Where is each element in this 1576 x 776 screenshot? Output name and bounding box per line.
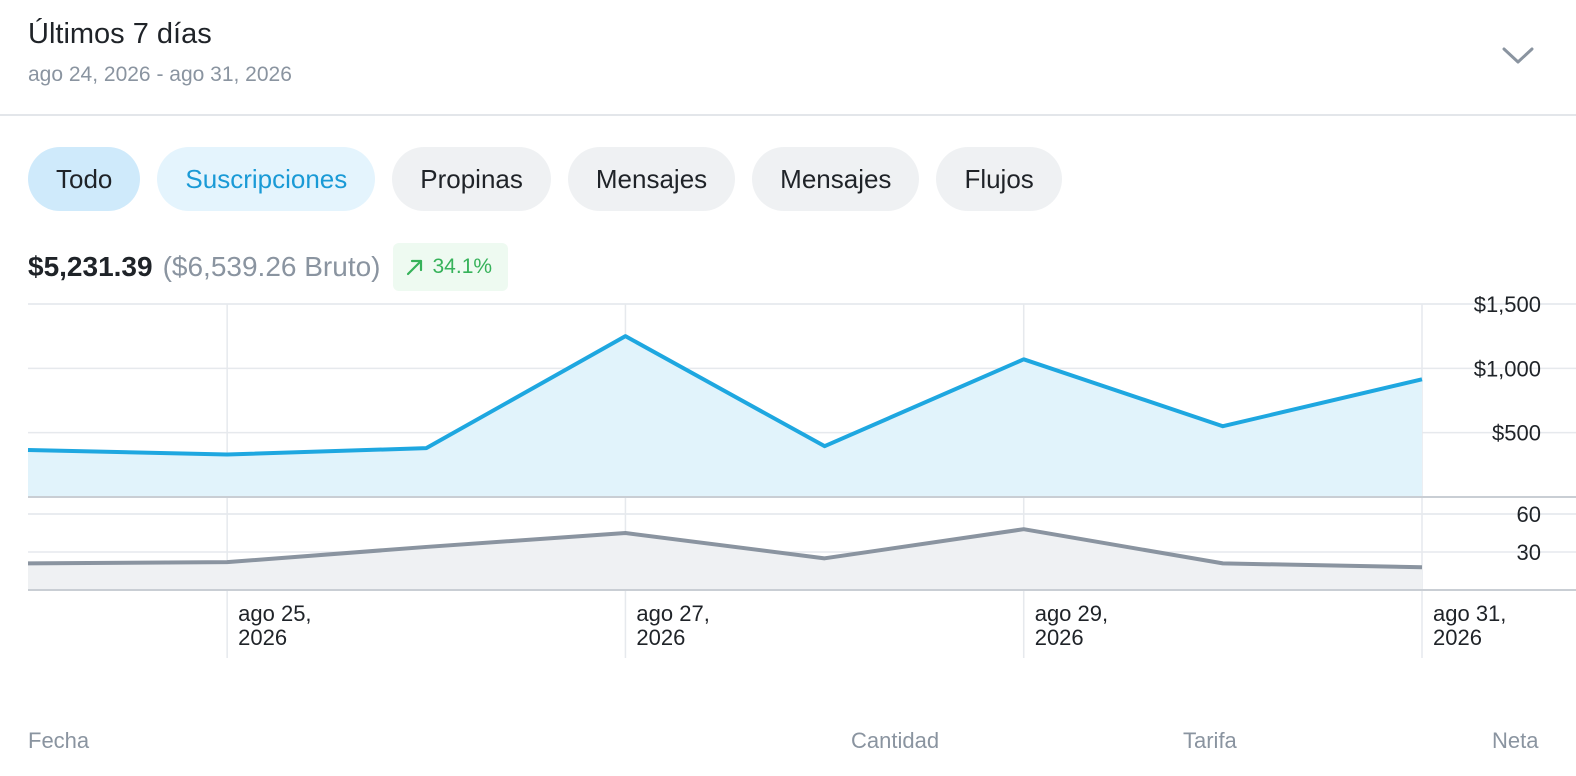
count-area bbox=[28, 529, 1422, 590]
chevron-down-icon[interactable] bbox=[1500, 40, 1536, 70]
period-header[interactable]: Últimos 7 días ago 24, 2026 - ago 31, 20… bbox=[0, 0, 1576, 116]
tab-mensajes[interactable]: Mensajes bbox=[567, 147, 736, 211]
chart-areas bbox=[27, 334, 1423, 590]
change-badge: 34.1% bbox=[392, 243, 509, 291]
category-tabs: Todo Suscripciones Propinas Mensajes Men… bbox=[28, 147, 1062, 211]
y-tick-label: 30 bbox=[1517, 540, 1541, 565]
count-line bbox=[27, 527, 1423, 570]
x-tick-label: 2026 bbox=[636, 625, 685, 650]
x-tick-label: ago 31, bbox=[1433, 601, 1506, 626]
x-tick-label: ago 29, bbox=[1035, 601, 1108, 626]
tab-suscripciones[interactable]: Suscripciones bbox=[157, 147, 376, 211]
period-range: ago 24, 2026 - ago 31, 2026 bbox=[28, 63, 292, 86]
column-header-neta[interactable]: Neta bbox=[1492, 728, 1539, 753]
change-percent: 34.1% bbox=[432, 255, 493, 278]
column-header-fecha[interactable]: Fecha bbox=[28, 728, 90, 753]
y-tick-label: $1,000 bbox=[1474, 356, 1541, 381]
tab-flujos[interactable]: Flujos bbox=[936, 147, 1062, 211]
y-tick-label: 60 bbox=[1517, 502, 1541, 527]
period-title: Últimos 7 días bbox=[28, 18, 212, 50]
trend-up-arrow-icon bbox=[406, 259, 422, 276]
y-tick-label: $1,500 bbox=[1474, 296, 1541, 317]
earnings-line bbox=[27, 334, 1423, 457]
tab-propinas[interactable]: Propinas bbox=[392, 147, 551, 211]
column-header-tarifa[interactable]: Tarifa bbox=[1183, 728, 1237, 753]
x-tick-label: ago 27, bbox=[636, 601, 709, 626]
earnings-summary: $5,231.39 ($6,539.26 Bruto) 34.1% bbox=[28, 243, 509, 291]
x-tick-label: 2026 bbox=[1035, 625, 1084, 650]
gross-amount: ($6,539.26 Bruto) bbox=[162, 251, 381, 282]
x-tick-label: ago 25, bbox=[238, 601, 311, 626]
column-header-cantidad[interactable]: Cantidad bbox=[851, 728, 940, 753]
tab-mensajes-2[interactable]: Mensajes bbox=[752, 147, 920, 211]
net-amount: $5,231.39 bbox=[28, 251, 153, 282]
earnings-area bbox=[28, 336, 1422, 497]
x-tick-label: 2026 bbox=[1433, 625, 1482, 650]
y-tick-label: $500 bbox=[1492, 421, 1541, 446]
tab-todo[interactable]: Todo bbox=[28, 147, 141, 211]
x-tick-label: 2026 bbox=[238, 625, 287, 650]
